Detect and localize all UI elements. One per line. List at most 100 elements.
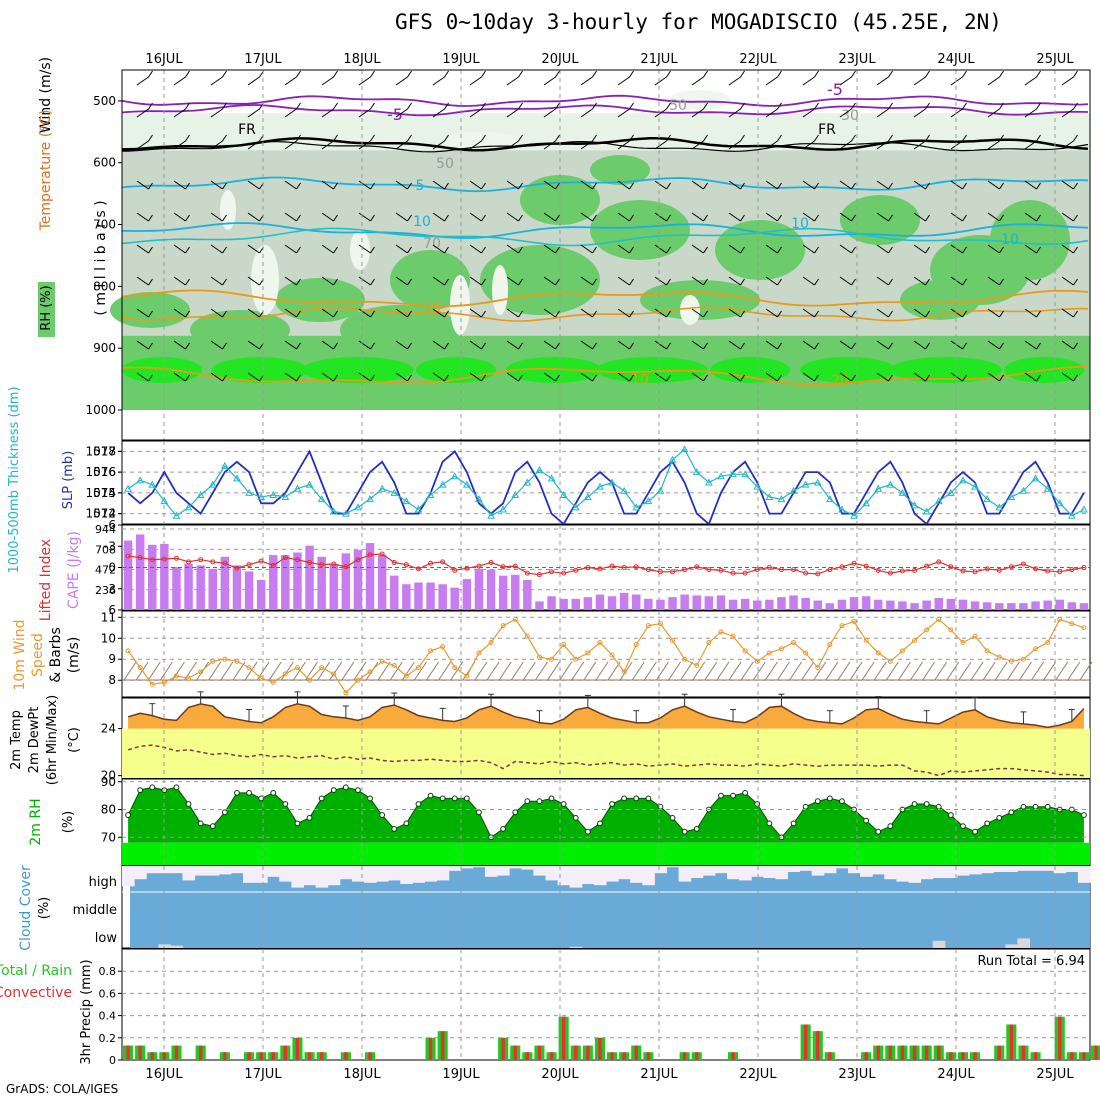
rh2m-point — [512, 809, 519, 816]
rh2m-point — [234, 789, 240, 796]
wind-barb-10m — [123, 661, 137, 681]
precip-convective-bar — [428, 1037, 433, 1060]
cape-bar — [632, 594, 641, 610]
precip-convective-bar — [961, 1052, 965, 1060]
wind-barbs-10m — [123, 661, 1093, 681]
cape-bar — [438, 584, 447, 610]
wind-barb — [580, 102, 597, 118]
rh-axis-label: 80 — [101, 803, 116, 817]
li-point — [1069, 567, 1075, 573]
wind-barb-10m — [341, 661, 355, 681]
cloud-high-clear — [509, 866, 522, 869]
rh-dry-patch — [251, 245, 279, 315]
wind-barb — [691, 134, 708, 150]
wind-barb-10m — [426, 661, 439, 681]
wind-barb — [765, 70, 782, 86]
thickness-point — [571, 503, 580, 511]
cloud-high-clear — [1005, 866, 1018, 872]
rh2m-point — [258, 795, 265, 802]
precip-convective-bar — [150, 1052, 154, 1060]
li-axis-label: 3 — [108, 582, 116, 596]
wind-barb — [654, 70, 671, 86]
wind-barb — [432, 102, 449, 118]
wind-barb — [950, 102, 967, 118]
wind-speed-point — [222, 656, 228, 662]
precip-convective-bar — [295, 1037, 300, 1060]
cloud-low-patch — [1017, 938, 1030, 948]
li-point — [718, 567, 724, 573]
wind-barb — [950, 308, 967, 318]
wind-speed-point — [246, 665, 252, 671]
wind-barb — [210, 102, 227, 118]
wind-barb — [802, 308, 819, 318]
thickness-point — [789, 486, 798, 494]
cloud-high-clear — [702, 866, 716, 876]
top-day-label: 24JUL — [937, 52, 975, 67]
wind-speed-point — [924, 627, 930, 633]
wind-barb — [839, 180, 856, 190]
wind-barb — [654, 212, 671, 222]
wind-speed-point — [282, 671, 288, 677]
cape-bar — [934, 597, 943, 610]
rh2m-point — [826, 795, 833, 802]
wind-barb — [210, 70, 227, 86]
wind-axis-name-2: Speed — [30, 633, 46, 677]
wind-barb — [469, 276, 486, 286]
rh2m-point — [669, 814, 676, 821]
precip-convective-bar — [803, 1024, 808, 1060]
wind-barb — [469, 102, 486, 118]
wind-barb — [839, 212, 856, 222]
wind-barb — [210, 180, 227, 190]
thickness-point — [426, 490, 435, 498]
rh-day-grid — [163, 779, 1056, 865]
temp-axis-label: 24 — [101, 722, 116, 736]
precip-convective-bar — [912, 1045, 917, 1060]
li-point — [754, 567, 760, 573]
wind-axis-label: 9 — [108, 652, 116, 666]
rh2m-point — [584, 828, 591, 835]
wind-speed-point — [791, 639, 797, 645]
dewpoint-fill — [122, 728, 1090, 778]
cape-bar — [196, 565, 205, 610]
cloud-low-patch — [569, 946, 583, 948]
precip-convective-bar — [549, 1052, 554, 1060]
cape-bar — [922, 600, 931, 610]
wind-speed-point — [960, 639, 966, 645]
legend-total-rain: Total / Rain — [0, 963, 72, 979]
precip-convective-bar — [888, 1045, 893, 1060]
contour-label: -5 — [387, 105, 403, 124]
wind-barb — [543, 70, 560, 86]
rh2m-point — [754, 801, 761, 807]
rh2m-point — [209, 823, 216, 830]
wind-speed-point — [464, 673, 470, 679]
contour-label: 10 — [791, 216, 809, 232]
li-point — [186, 559, 192, 565]
wind-barb — [358, 212, 375, 222]
rh-bright-patch — [710, 357, 790, 383]
thickness-point — [414, 505, 423, 513]
thickness-markers — [124, 445, 1088, 519]
wind-barb — [506, 212, 523, 222]
cape-axis-label: 472 — [95, 564, 116, 577]
wind-barb-10m — [643, 661, 657, 681]
wind-frame — [121, 610, 1091, 698]
wind-barb-10m — [849, 661, 863, 681]
slp-axis-label: 1014 — [85, 486, 116, 500]
wind-speed-point — [488, 639, 494, 645]
li-point — [742, 570, 748, 576]
wind-speed-point — [198, 669, 204, 675]
thickness-point — [922, 507, 931, 515]
cloud-high-clear — [823, 866, 837, 874]
cape-bar — [281, 555, 290, 610]
cloud-high-layer — [122, 866, 1091, 888]
li-point — [282, 555, 288, 561]
wind-barb-10m — [317, 661, 331, 681]
wind-barb-10m — [389, 661, 403, 681]
wind-barb — [876, 372, 893, 382]
li-point — [319, 562, 325, 568]
wind-barb — [913, 70, 930, 86]
cape-bar — [946, 598, 956, 610]
wind-barb — [913, 308, 930, 318]
wind-barb — [284, 180, 301, 190]
